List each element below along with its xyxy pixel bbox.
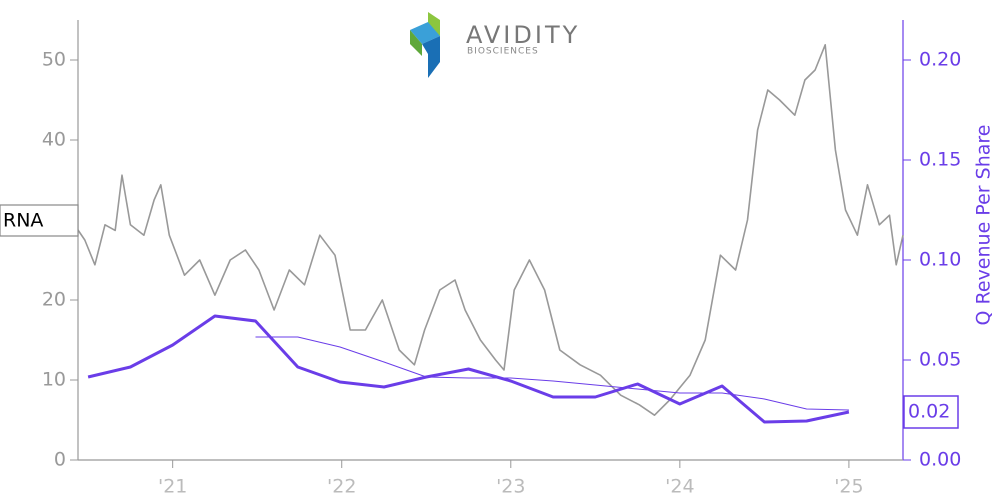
x-tick-label: '25 — [834, 476, 863, 498]
y2-tick-label: 0.00 — [919, 449, 961, 471]
logo-subtitle: BIOSCIENCES — [467, 47, 539, 57]
ticker-label: RNA — [3, 210, 43, 232]
y2-tick-label: 0.15 — [919, 149, 961, 171]
logo: AVIDITY BIOSCIENCES — [410, 12, 580, 78]
y2-axis-label: Q Revenue Per Share — [973, 125, 995, 326]
y-tick-label: 20 — [42, 289, 66, 311]
y-tick-label: 0 — [54, 449, 66, 471]
x-tick-label: '21 — [158, 476, 187, 498]
logo-mark — [410, 22, 440, 44]
x-tick-label: '22 — [327, 476, 356, 498]
y2-tick-label: 0.10 — [919, 249, 961, 271]
logo-name: AVIDITY — [466, 21, 580, 49]
x-tick-label: '24 — [665, 476, 694, 498]
x-tick-label: '23 — [496, 476, 525, 498]
value-label: 0.02 — [908, 401, 950, 423]
value-label-box — [903, 395, 959, 429]
y2-tick-label: 0.20 — [919, 49, 961, 71]
y-tick-label: 50 — [42, 49, 66, 71]
series-line — [77, 44, 904, 416]
series-line — [87, 314, 850, 424]
logo-mark — [422, 36, 440, 78]
series-line — [255, 336, 849, 411]
y2-tick-label: 0.05 — [919, 349, 961, 371]
logo-mark — [410, 30, 422, 56]
ticker-box — [0, 204, 79, 237]
y-tick-label: 40 — [42, 129, 66, 151]
y-tick-label: 10 — [42, 369, 66, 391]
